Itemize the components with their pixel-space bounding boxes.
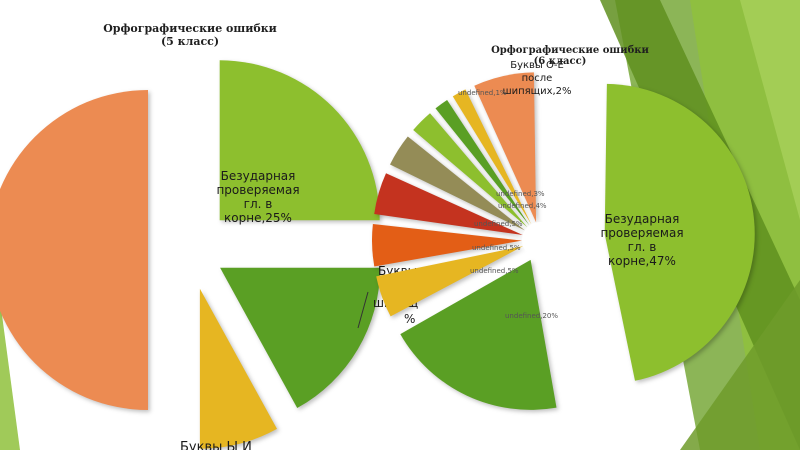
decor-shape <box>0 300 20 450</box>
pie-slice <box>220 267 381 408</box>
slice-data-label: % <box>404 312 415 326</box>
decor-shape <box>740 0 800 220</box>
slice-data-label: Буквы О-Е <box>510 60 564 71</box>
slice-data-label: undefined,5% <box>470 267 519 275</box>
slice-data-label: Буквы Ы И <box>180 440 252 450</box>
slice-data-label: Безударная <box>221 169 296 183</box>
pie-slice <box>374 173 523 235</box>
slice-data-label: корне,47% <box>608 254 676 268</box>
slice-data-label: undefined,3% <box>496 190 545 198</box>
pie-center <box>522 222 558 258</box>
pie-chart-5-class: Орфографические ошибки (5 класс) Безудар… <box>0 22 419 450</box>
pie-slice <box>199 288 277 449</box>
slice-data-label: гл. в <box>628 240 657 254</box>
pie-chart-6-class: Орфографические ошибки (6 класс) Безудар… <box>372 45 755 410</box>
pie-slice <box>474 72 537 223</box>
pie-slice <box>452 89 532 225</box>
pie-slice <box>372 224 522 267</box>
slice-data-label: после <box>522 73 553 84</box>
chart2-title: Орфографические ошибки <box>491 45 649 56</box>
pie-slice <box>0 90 148 410</box>
slice-data-label: undefined,5% <box>472 244 521 252</box>
pie-slice <box>604 83 755 381</box>
slice-data-label: undefined,20% <box>505 312 558 320</box>
pie-slice <box>390 136 525 231</box>
pie-slice <box>413 113 528 228</box>
decor-shape <box>680 280 800 450</box>
slice-data-label: шипящих,2% <box>502 86 571 97</box>
pie-slice <box>435 100 530 226</box>
slice-data-label: undefined,5% <box>474 220 523 228</box>
chart1-subtitle: (5 класс) <box>161 35 219 48</box>
slice-data-label: проверяемая <box>600 226 683 240</box>
slice-data-label: undefined,1% <box>458 89 507 97</box>
chart1-title: Орфографические ошибки <box>103 22 277 35</box>
slice-data-label: Безударная <box>605 212 680 226</box>
leader-line <box>357 291 369 329</box>
slice-data-label: гл. в <box>244 197 273 211</box>
slice-data-label: проверяемая <box>216 183 299 197</box>
slice-data-label: корне,25% <box>224 211 292 225</box>
slice-data-label: undefined,4% <box>498 202 547 210</box>
pie-slice <box>219 60 380 221</box>
pie-slice <box>400 259 557 410</box>
chart2-subtitle: (6 класс) <box>534 56 587 67</box>
pie-slice <box>376 246 524 317</box>
